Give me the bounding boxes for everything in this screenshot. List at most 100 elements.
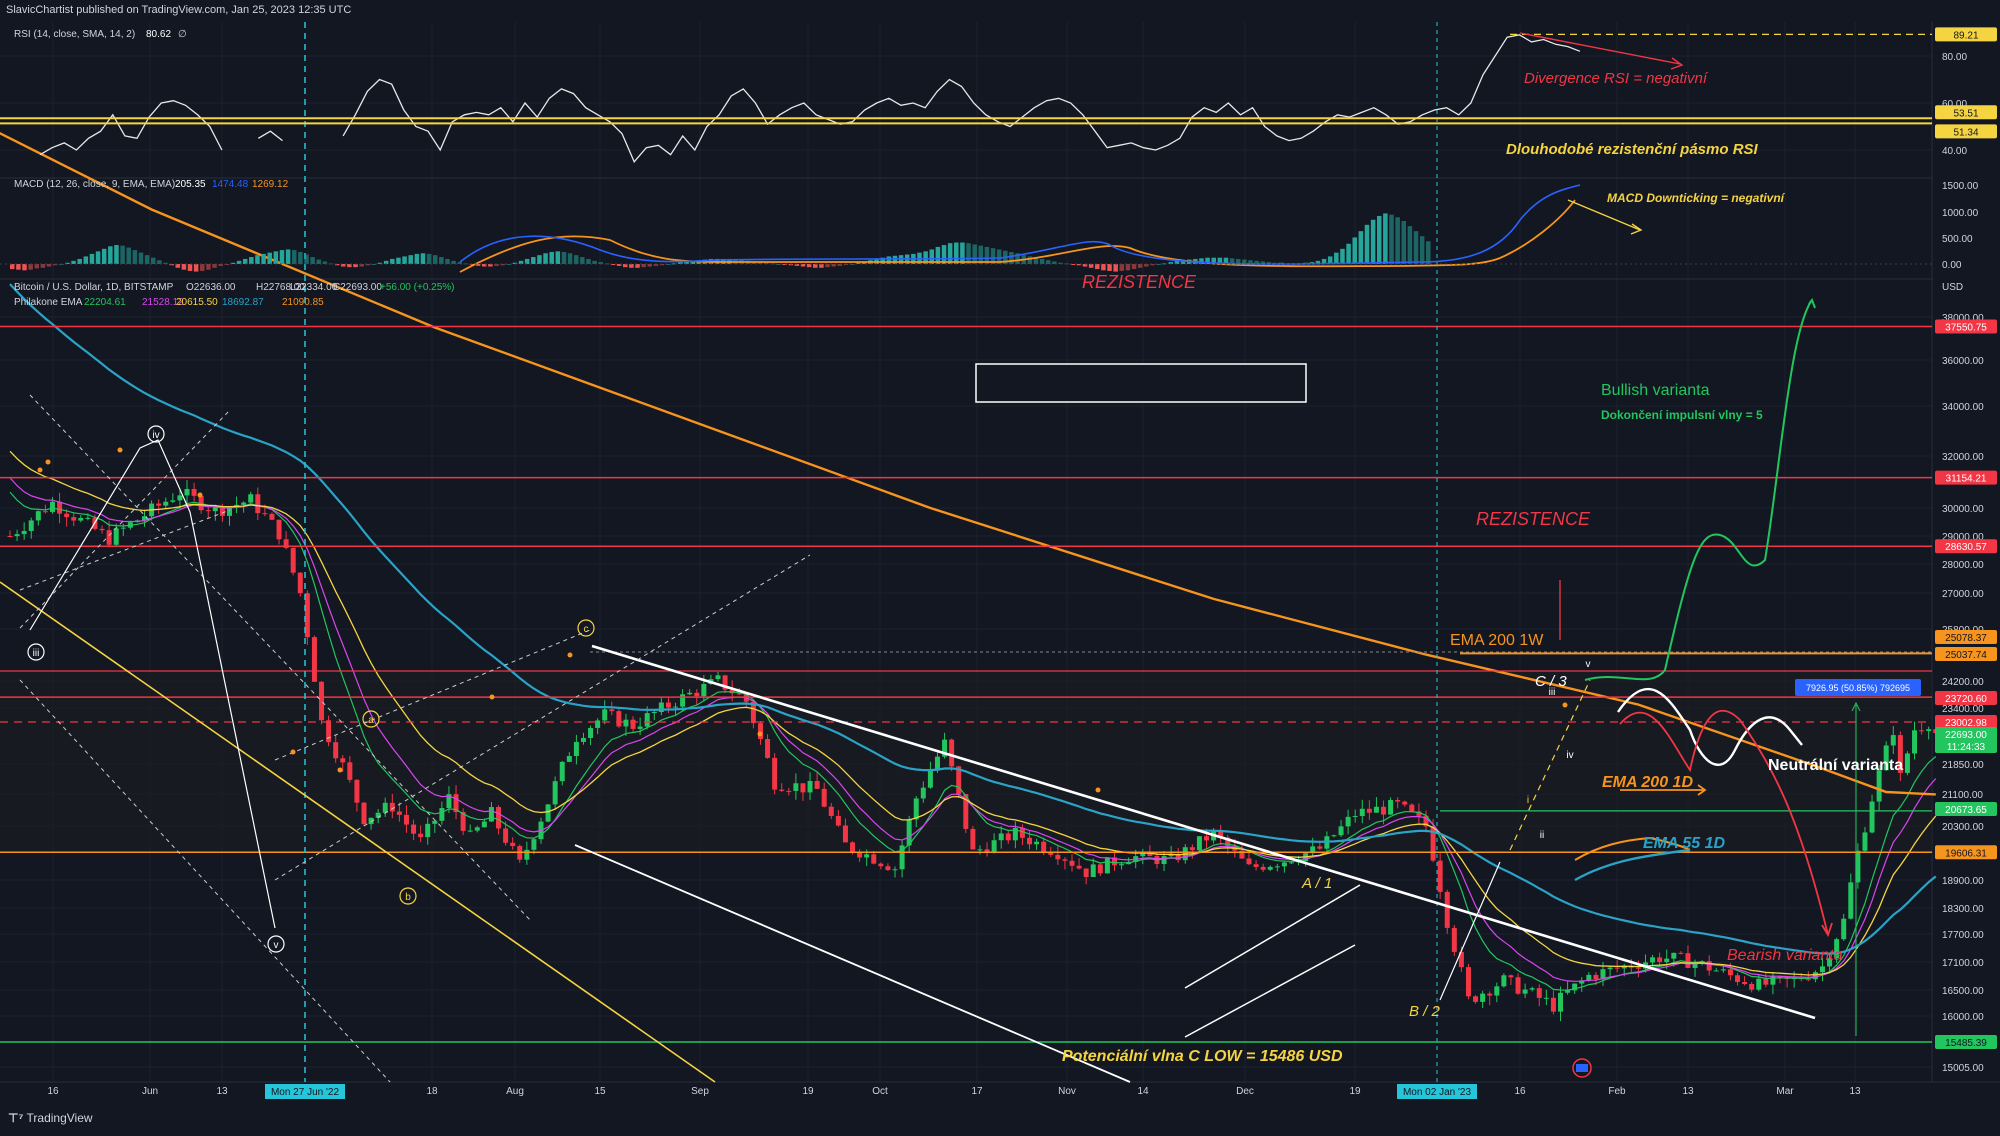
candle-body <box>928 771 933 788</box>
candle-body <box>1877 770 1882 801</box>
candle-body <box>468 831 473 832</box>
time-label: 14 <box>1137 1086 1149 1097</box>
candle-body <box>1247 859 1252 865</box>
wave-circle-label: iv <box>152 430 159 441</box>
candle-body <box>1813 972 1818 979</box>
ohlc-value: C22693.00 <box>333 282 382 293</box>
candle-body <box>482 822 487 828</box>
price-badge: 37550.75 <box>1935 319 1997 333</box>
candle-body <box>921 788 926 799</box>
candle-body <box>404 815 409 825</box>
candle <box>362 802 367 826</box>
time-label: 18 <box>426 1086 438 1097</box>
badge-label: 20673.65 <box>1945 805 1987 816</box>
candle-body <box>567 756 572 762</box>
candle-body <box>977 849 982 850</box>
rsi-legend-value: 80.62 <box>146 29 171 40</box>
wave-a1-label: A / 1 <box>1301 875 1332 892</box>
macd-bar <box>1408 226 1413 264</box>
candle-body <box>1586 975 1591 980</box>
macd-tick: 1000.00 <box>1942 208 1979 219</box>
time-label: 17 <box>971 1086 983 1097</box>
small-wave-label: v <box>1586 659 1591 670</box>
macd-bar <box>556 251 561 264</box>
candle-body <box>1707 961 1712 970</box>
macd-tick: 1500.00 <box>1942 181 1979 192</box>
candle-body <box>885 866 890 870</box>
swing-dot <box>338 768 343 773</box>
time-label: Aug <box>506 1086 524 1097</box>
tradingview-brand[interactable]: ⊤⁷ TradingView <box>8 1111 93 1125</box>
ema-legend-value: 22204.61 <box>84 297 126 308</box>
candle-body <box>1261 867 1266 870</box>
macd-bar <box>16 264 21 270</box>
candle-body <box>1098 864 1103 873</box>
macd-bar <box>151 258 156 264</box>
macd-bar <box>1138 264 1143 268</box>
wave-circle-label: iii <box>33 648 40 659</box>
candle-body <box>170 500 175 501</box>
price-tick: 36000.00 <box>1942 356 1984 367</box>
candle-body <box>291 548 296 573</box>
macd-bar <box>427 254 432 264</box>
macd-bar <box>304 255 309 264</box>
candle-body <box>1848 882 1853 918</box>
candle <box>1388 797 1393 815</box>
swing-dot <box>118 448 123 453</box>
price-badge: 15485.39 <box>1935 1035 1997 1049</box>
macd-downtick-label: MACD Downticking = negativní <box>1607 191 1786 205</box>
price-tick: 28000.00 <box>1942 560 1984 571</box>
event-flag-inner <box>1576 1064 1588 1072</box>
macd-bar <box>176 264 181 268</box>
swing-dot <box>291 750 296 755</box>
candle-body <box>1671 953 1676 959</box>
macd-tick: 500.00 <box>1942 234 1973 245</box>
badge-label: 31154.21 <box>1946 474 1987 485</box>
candle-body <box>1041 842 1046 852</box>
price-legend-symbol: Bitcoin / U.S. Dollar, 1D, BITSTAMP <box>14 282 174 293</box>
candle-body <box>1565 990 1570 992</box>
candle-body <box>107 530 112 545</box>
macd-bar <box>139 253 144 264</box>
price-tick: 21100.00 <box>1942 790 1983 801</box>
macd-bar <box>580 257 585 264</box>
event-flag-icon[interactable] <box>1573 1059 1591 1077</box>
macd-bar <box>1346 244 1351 264</box>
macd-bar <box>574 255 579 264</box>
macd-bar <box>280 250 285 264</box>
price-badge: 23720.60 <box>1935 691 1997 705</box>
badge-label: 89.21 <box>1953 30 1978 41</box>
macd-bar <box>402 256 407 264</box>
candle-body <box>822 789 827 807</box>
price-tick: 24200.00 <box>1942 677 1984 688</box>
candle-body <box>1615 968 1620 969</box>
measure-label: 7926.95 (50.85%) 792695 <box>1806 683 1910 693</box>
macd-bar <box>157 260 162 264</box>
price-badge: 11:24:33 <box>1935 739 1997 753</box>
ema200w-label: EMA 200 1W <box>1450 632 1544 649</box>
candle-body <box>78 518 83 521</box>
candle-body <box>177 495 182 500</box>
candle-body <box>29 520 34 531</box>
small-wave-label: i <box>1527 795 1529 806</box>
wave-circle-label: b <box>405 892 411 903</box>
candle-body <box>1034 842 1039 845</box>
macd-bar <box>1395 217 1400 264</box>
candle-body <box>893 869 898 870</box>
candle-body <box>8 536 13 537</box>
price-badge: 31154.21 <box>1935 471 1997 485</box>
rsi-band-label: Dlouhodobé rezistenční pásmo RSI <box>1506 141 1759 158</box>
candle <box>772 753 777 794</box>
ohlc-value: O22636.00 <box>186 282 236 293</box>
candle-body <box>1473 996 1478 1002</box>
macd-bar <box>35 264 40 268</box>
macd-bar <box>1095 264 1100 269</box>
macd-bar <box>1120 264 1125 271</box>
candle-body <box>772 758 777 790</box>
macd-bar <box>1113 264 1118 272</box>
candle <box>1452 925 1457 956</box>
ohlc-value: +56.00 (+0.25%) <box>380 282 455 293</box>
candle-body <box>1466 967 1471 996</box>
